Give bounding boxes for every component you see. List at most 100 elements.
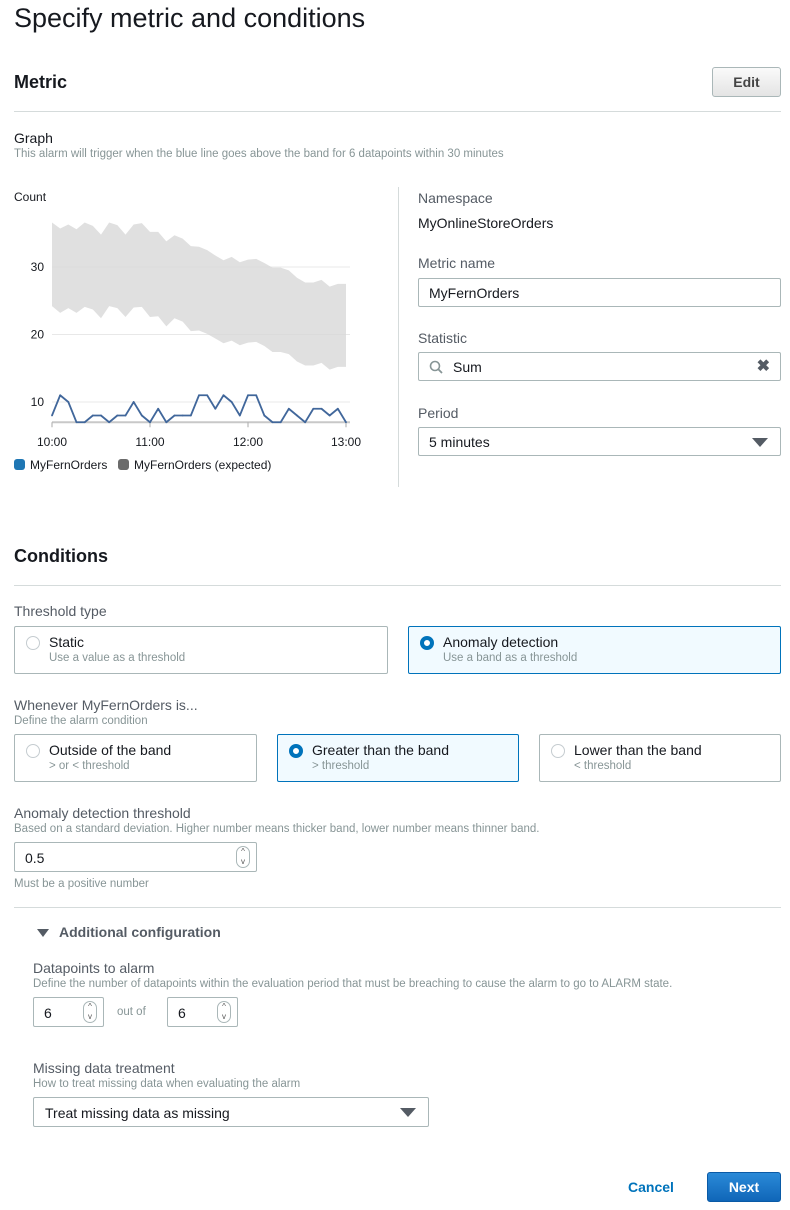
stepper-icon[interactable]: ^ v (217, 1001, 231, 1023)
data-point (328, 414, 331, 417)
statistic-input[interactable]: Sum ✖ (418, 352, 781, 381)
data-point (222, 394, 225, 397)
condition-option-lower[interactable]: Lower than the band < threshold (539, 734, 781, 782)
statistic-value: Sum (453, 359, 482, 375)
anomaly-threshold-desc: Based on a standard deviation. Higher nu… (14, 823, 540, 835)
option-title: Outside of the band (49, 742, 172, 758)
missing-data-label: Missing data treatment (33, 1060, 175, 1076)
stepper-icon[interactable]: ^ v (236, 846, 250, 868)
whenever-label: Whenever MyFernOrders is... (14, 697, 198, 713)
period-label: Period (418, 405, 459, 421)
data-point (149, 421, 151, 424)
data-point (67, 401, 70, 403)
data-point (271, 421, 274, 424)
condition-option-greater[interactable]: Greater than the band > threshold (277, 734, 519, 782)
data-point (345, 421, 347, 424)
metric-name-input[interactable]: MyFernOrders (418, 278, 781, 307)
next-button[interactable]: Next (707, 1172, 781, 1202)
option-desc: > threshold (312, 760, 370, 772)
data-point (165, 421, 168, 424)
additional-configuration-toggle[interactable]: Additional configuration (37, 924, 227, 945)
anomaly-threshold-input[interactable]: 0.5 ^ v (14, 842, 257, 872)
graph-description: This alarm will trigger when the blue li… (14, 148, 504, 160)
y-axis-label: Count (14, 190, 47, 204)
data-point (320, 407, 323, 410)
cancel-button[interactable]: Cancel (628, 1179, 674, 1195)
evaluation-periods-value: 6 (178, 1005, 186, 1021)
option-desc: < threshold (574, 760, 632, 772)
missing-data-select[interactable]: Treat missing data as missing (33, 1097, 429, 1127)
data-point (157, 407, 160, 410)
divider (14, 907, 781, 908)
data-point (279, 421, 282, 424)
data-point (181, 414, 184, 417)
threshold-option-anomaly-detection[interactable]: Anomaly detection Use a band as a thresh… (408, 626, 781, 674)
conditions-heading: Conditions (14, 546, 108, 566)
option-desc: Use a value as a threshold (49, 652, 186, 664)
radio-button-selected[interactable] (420, 636, 434, 650)
legend-label-series: MyFernOrders (30, 458, 107, 472)
x-tick-label: 13:00 (331, 435, 361, 449)
caret-down-icon (752, 438, 768, 447)
data-point (132, 401, 135, 403)
namespace-label: Namespace (418, 190, 493, 206)
option-title: Static (49, 634, 85, 650)
data-point (124, 414, 127, 417)
data-point (198, 394, 200, 397)
caret-down-icon (400, 1108, 416, 1117)
clear-icon[interactable]: ✖ (756, 358, 770, 375)
threshold-type-label: Threshold type (14, 603, 107, 619)
data-point (108, 421, 111, 424)
expected-band (52, 222, 346, 370)
option-desc: Use a band as a threshold (443, 652, 578, 664)
data-point (100, 414, 102, 417)
datapoints-desc: Define the number of datapoints within t… (33, 978, 673, 990)
radio-button-selected[interactable] (289, 744, 303, 758)
data-point (263, 414, 266, 417)
whenever-desc: Define the alarm condition (14, 715, 148, 727)
radio-button[interactable] (26, 636, 40, 650)
datapoints-input[interactable]: 6 ^ v (33, 997, 104, 1027)
y-tick-label: 10 (31, 395, 45, 409)
period-select[interactable]: 5 minutes (418, 427, 781, 456)
data-point (336, 407, 339, 410)
condition-option-outside[interactable]: Outside of the band > or < threshold (14, 734, 257, 782)
stepper-icon[interactable]: ^ v (83, 1001, 97, 1023)
y-tick-label: 20 (31, 328, 45, 342)
data-point (214, 407, 217, 410)
edit-button[interactable]: Edit (712, 67, 781, 97)
divider (14, 111, 781, 112)
metric-heading: Metric (14, 72, 68, 92)
out-of-label: out of (117, 1006, 146, 1018)
divider (14, 585, 781, 586)
data-point (287, 407, 290, 410)
missing-data-desc: How to treat missing data when evaluatin… (33, 1078, 301, 1090)
data-point (51, 414, 53, 417)
graph-label: Graph (14, 130, 53, 146)
data-point (304, 421, 307, 424)
anomaly-threshold-hint: Must be a positive number (14, 878, 149, 890)
missing-data-value: Treat missing data as missing (45, 1105, 230, 1121)
data-point (312, 407, 315, 410)
option-title: Anomaly detection (443, 634, 559, 650)
y-tick-label: 30 (31, 260, 45, 274)
legend-swatch-series (14, 459, 25, 470)
additional-configuration-label: Additional configuration (59, 924, 221, 940)
statistic-label: Statistic (418, 330, 468, 346)
namespace-value: MyOnlineStoreOrders (418, 215, 554, 231)
radio-button[interactable] (551, 744, 565, 758)
legend-swatch-band (118, 459, 129, 470)
data-point (140, 414, 143, 417)
data-point (238, 414, 241, 417)
anomaly-threshold-label: Anomaly detection threshold (14, 805, 191, 821)
radio-button[interactable] (26, 744, 40, 758)
data-point (255, 394, 258, 397)
option-title: Lower than the band (574, 742, 702, 758)
data-point (116, 414, 119, 417)
period-value: 5 minutes (429, 434, 490, 450)
evaluation-periods-input[interactable]: 6 ^ v (167, 997, 238, 1027)
metric-name-value: MyFernOrders (429, 285, 520, 301)
threshold-option-static[interactable]: Static Use a value as a threshold (14, 626, 388, 674)
data-point (247, 394, 249, 397)
legend-label-band: MyFernOrders (expected) (134, 458, 271, 472)
